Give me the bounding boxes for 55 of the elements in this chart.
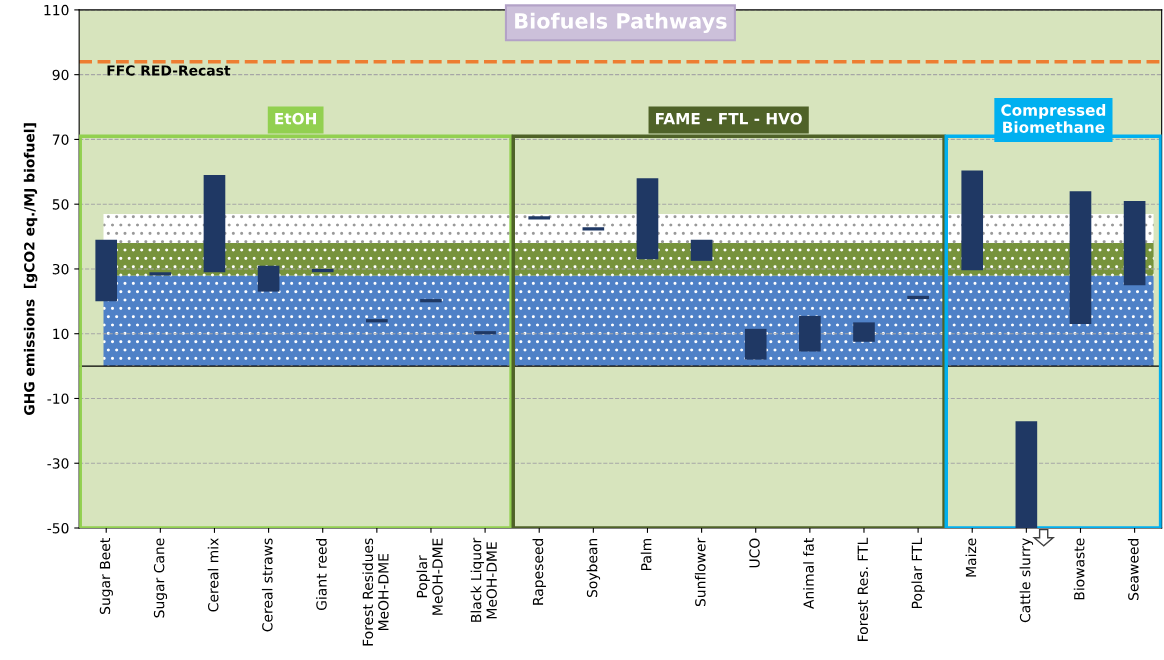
x-tick-label: Giant reed (316, 538, 327, 611)
bar (853, 322, 875, 342)
x-tick-label: Palm (640, 538, 652, 571)
bar (799, 315, 821, 352)
x-tick-label: Forest Residues MeOH-DME (362, 538, 389, 646)
y-axis-title: GHG emissions [gCO2 eq./MJ biofuel] (23, 123, 38, 416)
bar (961, 170, 984, 271)
bar (528, 216, 551, 220)
annotation: Compressed Biomethane (1001, 104, 1106, 133)
x-tick-label: Rapeseed (532, 538, 546, 605)
x-tick-label: Maize (965, 538, 977, 577)
bar (95, 239, 118, 302)
x-tick-label: Poplar MeOH-DME (416, 538, 443, 615)
x-tick-label: Poplar FTL (911, 537, 925, 609)
bar (690, 239, 713, 261)
bar (366, 319, 388, 323)
x-tick-label: Biowaste (1073, 538, 1085, 600)
bar (1123, 200, 1146, 286)
x-tick-label: Seaweed (1127, 538, 1139, 600)
y-tick-label: 10 (53, 328, 69, 340)
chart-title: Biofuels Pathways (515, 12, 727, 34)
x-tick-label: Forest Res. FTL (857, 537, 869, 641)
bar (582, 227, 605, 231)
x-tick-label: Black Liquor MeOH-DME (470, 537, 497, 622)
y-tick-label: 110 (44, 4, 69, 16)
y-tick-label: 30 (52, 263, 69, 275)
bar (907, 295, 929, 300)
x-tick-label: Cereal straws (261, 538, 273, 632)
x-tick-label: Animal fat (803, 538, 814, 609)
x-tick-label: UCO (749, 538, 760, 568)
annotation: FAME - FTL - HVO (656, 112, 802, 125)
x-tick-label: Cereal mix (207, 538, 219, 612)
x-tick-label: Sunflower (694, 537, 706, 607)
x-tick-label: Sugar Cane (153, 538, 168, 618)
y-tick-label: 70 (52, 134, 69, 145)
bar (474, 331, 496, 335)
annotation: EtOH (275, 112, 317, 125)
y-tick-label: 90 (52, 69, 69, 81)
bar (1015, 421, 1038, 528)
bar (744, 328, 767, 360)
y-tick-label: -30 (47, 458, 69, 469)
x-tick-label: Cattle slurry (1019, 538, 1034, 623)
bar (149, 272, 172, 276)
ref-line-label: FFC RED-Recast (107, 65, 231, 76)
x-tick-label: Soybean (586, 538, 601, 598)
bar (420, 299, 442, 303)
x-tick-label: Sugar Beet (99, 538, 113, 614)
bar (1069, 191, 1092, 324)
y-tick-label: 50 (52, 199, 69, 210)
bar (257, 265, 280, 292)
bar (636, 178, 659, 260)
y-tick-label: -50 (47, 522, 69, 534)
bar (203, 175, 226, 273)
bar (311, 268, 334, 273)
y-tick-label: -10 (47, 393, 69, 404)
